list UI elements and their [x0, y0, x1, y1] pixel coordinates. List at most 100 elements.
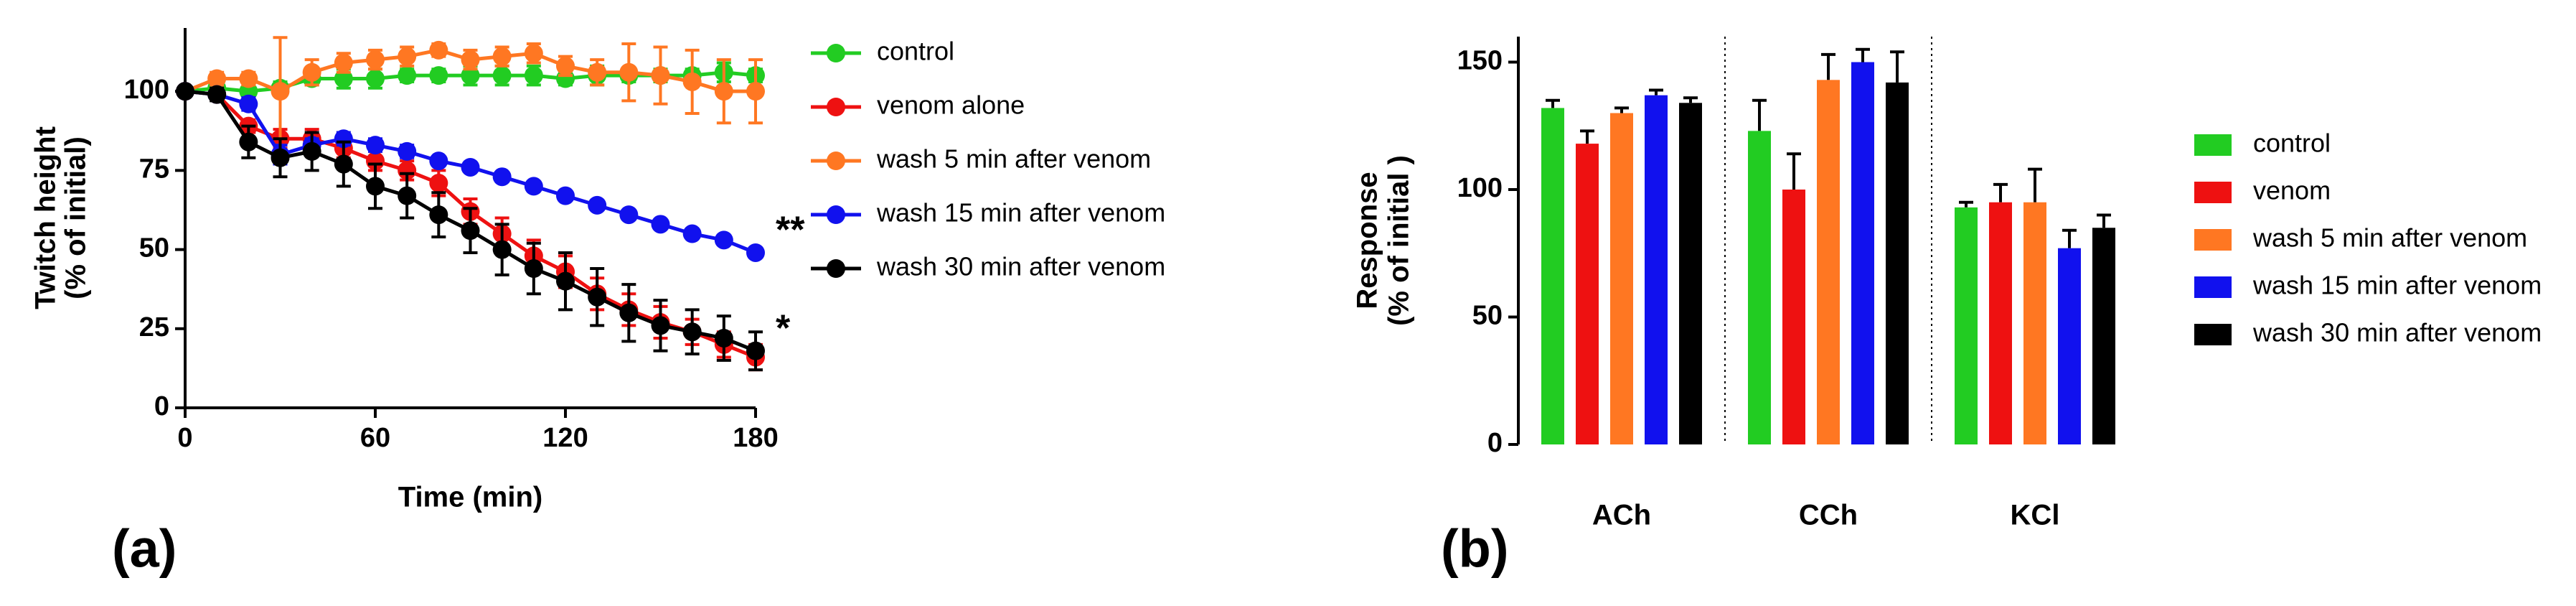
x-tick-label: 0 — [177, 423, 192, 453]
y-tick-label: 0 — [1487, 428, 1503, 458]
legend-marker — [827, 98, 845, 116]
bar — [1610, 113, 1633, 444]
data-point — [461, 157, 480, 177]
data-point — [398, 161, 417, 180]
data-point — [334, 129, 353, 149]
legend-marker — [827, 44, 845, 62]
legend-label: wash 15 min after venom — [2252, 271, 2542, 300]
data-point — [588, 287, 607, 307]
data-point — [714, 82, 733, 101]
data-point — [461, 66, 480, 85]
data-point — [207, 69, 227, 88]
y-tick-label: 100 — [124, 75, 169, 105]
series — [176, 82, 765, 372]
data-point — [619, 62, 639, 82]
legend-marker — [827, 205, 845, 224]
data-point — [429, 152, 448, 171]
data-point — [429, 40, 448, 60]
annotation: * — [776, 307, 791, 349]
x-tick-label: KCl — [2011, 500, 2060, 531]
y-axis-title: Response — [1352, 172, 1383, 309]
data-point — [429, 66, 448, 85]
data-point — [492, 66, 512, 85]
legend-label: wash 15 min after venom — [876, 198, 1165, 228]
y-tick-label: 100 — [1457, 173, 1503, 203]
data-point — [746, 341, 765, 360]
data-point — [334, 69, 353, 88]
data-point — [556, 56, 575, 75]
data-point — [271, 148, 290, 167]
bar — [1645, 95, 1668, 444]
data-point — [398, 186, 417, 205]
data-point — [492, 240, 512, 259]
legend-label: control — [2253, 129, 2331, 158]
legend-label: wash 5 min after venom — [876, 144, 1151, 174]
data-point — [746, 243, 765, 262]
data-point — [651, 215, 670, 234]
data-point — [524, 66, 543, 85]
bar — [2092, 228, 2115, 444]
data-point — [366, 69, 385, 88]
data-point — [682, 322, 702, 342]
data-point — [207, 85, 227, 104]
bar — [1886, 82, 1909, 445]
legend-label: control — [877, 37, 954, 66]
data-point — [461, 221, 480, 241]
x-tick-label: 120 — [542, 423, 588, 453]
legend-label: venom — [2253, 176, 2331, 205]
bar — [1851, 62, 1874, 444]
bar — [1817, 80, 1840, 444]
bar — [1541, 108, 1564, 444]
annotation: ** — [776, 210, 805, 251]
y-tick-label: 50 — [139, 233, 169, 264]
legend-label: wash 30 min after venom — [876, 252, 1165, 281]
legend-swatch — [2194, 324, 2232, 345]
data-point — [366, 50, 385, 70]
data-point — [524, 44, 543, 63]
data-point — [556, 186, 575, 205]
bar — [1576, 144, 1599, 444]
data-point — [651, 316, 670, 335]
data-point — [524, 259, 543, 279]
x-tick-label: 60 — [360, 423, 390, 453]
y-tick-label: 150 — [1457, 46, 1503, 76]
bar — [1782, 190, 1805, 444]
y-tick-label: 25 — [139, 312, 169, 342]
data-point — [461, 50, 480, 70]
y-axis-title: (% of initial) — [60, 136, 92, 299]
data-point — [588, 195, 607, 215]
panel-label: (a) — [112, 519, 177, 579]
data-point — [556, 271, 575, 291]
data-point — [239, 94, 258, 113]
data-point — [398, 141, 417, 161]
data-point — [176, 82, 194, 101]
x-axis-title: Time (min) — [398, 482, 543, 513]
x-tick-label: CCh — [1799, 500, 1858, 531]
bar — [1679, 103, 1702, 445]
y-tick-label: 75 — [139, 154, 169, 184]
data-point — [334, 154, 353, 174]
x-tick-label: 180 — [733, 423, 778, 453]
data-point — [366, 136, 385, 155]
legend-label: wash 5 min after venom — [2252, 223, 2527, 253]
data-point — [429, 205, 448, 225]
x-tick-label: ACh — [1592, 500, 1651, 531]
panel-label: (b) — [1441, 519, 1509, 579]
legend-swatch — [2194, 134, 2232, 156]
legend-marker — [827, 259, 845, 278]
data-point — [366, 152, 385, 171]
y-axis-title: Twitch height — [30, 126, 62, 309]
data-point — [239, 69, 258, 88]
data-point — [682, 224, 702, 243]
data-point — [334, 53, 353, 73]
data-point — [398, 47, 417, 66]
data-point — [492, 47, 512, 66]
data-point — [366, 177, 385, 196]
data-point — [492, 167, 512, 187]
y-axis-title: (% of initial ) — [1383, 155, 1415, 326]
legend-marker — [827, 152, 845, 170]
data-point — [619, 205, 639, 225]
data-point — [302, 62, 321, 82]
data-point — [588, 62, 607, 82]
